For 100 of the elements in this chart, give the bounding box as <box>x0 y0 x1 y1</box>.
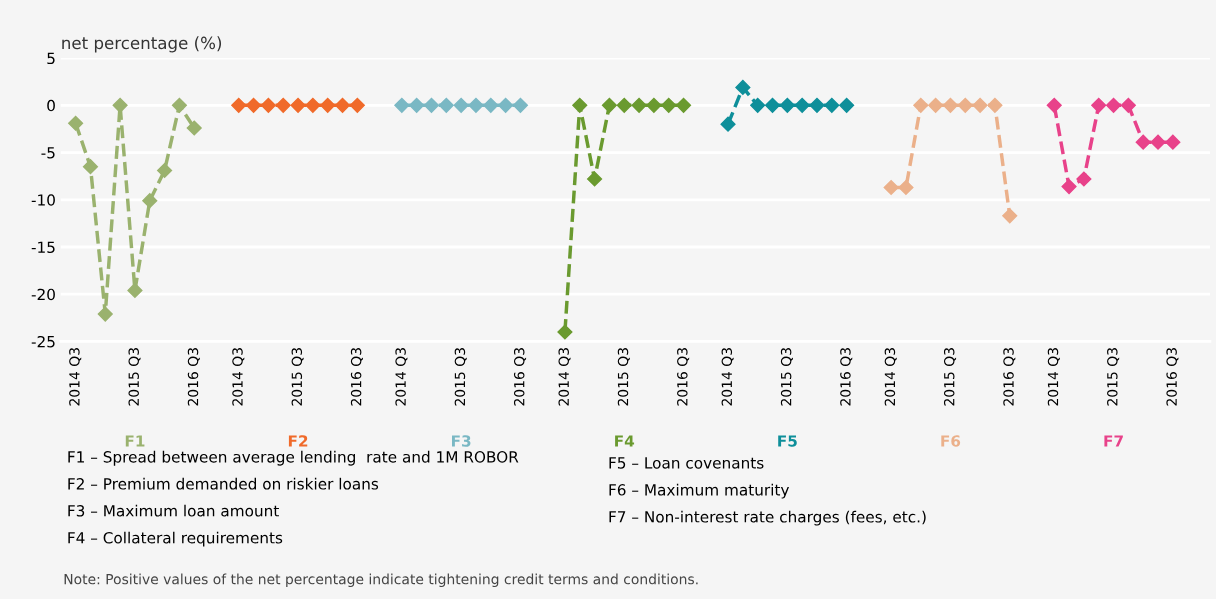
x-tick-label: 2015 Q3 <box>943 348 957 406</box>
point <box>764 97 781 113</box>
point <box>572 97 588 113</box>
text: F1 <box>125 435 145 447</box>
y-tick-label: -15 <box>31 241 55 254</box>
point <box>898 179 914 196</box>
point <box>928 97 944 113</box>
point <box>987 97 1003 113</box>
x-tick-label: 2014 Q3 <box>69 348 82 406</box>
point <box>779 97 795 113</box>
point <box>1076 171 1092 187</box>
x-tick-label: 2014 Q3 <box>232 348 245 406</box>
point <box>720 116 736 132</box>
point <box>661 97 677 113</box>
y-tick-label: 0 <box>47 99 55 112</box>
point <box>82 159 99 175</box>
point <box>171 97 187 113</box>
x-tick-label: 2015 Q3 <box>617 348 630 406</box>
point <box>883 179 899 196</box>
point <box>1002 208 1018 224</box>
point <box>112 97 128 113</box>
point <box>675 97 692 113</box>
y-tick-label: 5 <box>47 52 55 65</box>
x-tick-label: 2015 Q3 <box>291 348 304 406</box>
text: F4 – Collateral requirements <box>68 531 283 547</box>
point <box>186 120 202 136</box>
x-tick-label: 2016 Q3 <box>1003 348 1016 406</box>
point <box>957 97 973 113</box>
y-tick-label: -10 <box>31 194 55 206</box>
point <box>409 97 425 113</box>
y-axis-title: net percentage (%) <box>62 36 222 53</box>
x-tick-label: 2015 Q3 <box>454 348 467 406</box>
x-tick-label: 2016 Q3 <box>187 348 200 406</box>
text: F5 – Loan covenants <box>609 457 764 469</box>
point <box>557 324 573 340</box>
x-tick-label: 2014 Q3 <box>395 348 408 406</box>
point <box>616 97 632 113</box>
x-tick-label: 2016 Q3 <box>1166 348 1179 406</box>
text: Note: Positive values of the net percentage indicate tightening credit terms and conditions. <box>64 573 698 588</box>
point <box>157 162 173 179</box>
x-tick-label: 2015 Q3 <box>128 348 141 406</box>
point <box>394 97 410 113</box>
point <box>942 97 959 113</box>
text: F6 – Maximum maturity <box>609 483 790 499</box>
point <box>334 97 351 113</box>
point <box>483 97 499 113</box>
point <box>290 97 306 113</box>
x-tick-label: 2014 Q3 <box>721 348 734 406</box>
text: F1 – Spread between average lending rate and 1M ROBOR <box>68 450 519 466</box>
point <box>735 79 751 95</box>
point <box>260 97 276 113</box>
text: F7 – Non-interest rate charges (fees, etc.) <box>609 510 926 526</box>
point <box>1165 134 1181 150</box>
point <box>913 97 929 113</box>
point <box>498 97 514 113</box>
x-tick-label: 2015 Q3 <box>1107 348 1120 406</box>
point <box>1120 97 1136 113</box>
text: F7 <box>1104 435 1123 447</box>
text: F2 <box>288 435 308 447</box>
text: F5 <box>778 435 797 447</box>
point <box>142 193 158 209</box>
point <box>809 97 825 113</box>
point <box>1135 134 1151 150</box>
point <box>231 97 247 113</box>
point <box>601 97 617 113</box>
x-tick-label: 2016 Q3 <box>513 348 527 406</box>
point <box>349 97 365 113</box>
point <box>972 97 988 113</box>
point <box>587 171 603 187</box>
x-tick-label: 2016 Q3 <box>840 348 853 406</box>
y-tick-label: -5 <box>41 147 55 159</box>
x-tick-label: 2014 Q3 <box>558 348 571 406</box>
point <box>468 97 484 113</box>
text: F6 <box>941 435 961 447</box>
point <box>1046 97 1062 113</box>
x-tick-label: 2014 Q3 <box>1047 348 1060 406</box>
text: F4 <box>615 435 635 447</box>
x-tick-label: 2014 Q3 <box>884 348 897 406</box>
point <box>320 97 336 113</box>
y-tick-label: -25 <box>31 335 55 348</box>
y-tick-label: -20 <box>31 288 55 301</box>
point <box>646 97 662 113</box>
text: F3 – Maximum loan amount <box>68 504 279 517</box>
point <box>1061 178 1077 195</box>
text: F2 – Premium demanded on riskier loans <box>68 477 379 490</box>
x-tick-label: 2016 Q3 <box>350 348 363 406</box>
point <box>68 115 84 131</box>
point <box>1091 97 1107 113</box>
point <box>438 97 454 113</box>
point <box>423 97 440 113</box>
point <box>824 97 840 113</box>
point <box>97 306 113 322</box>
text: F3 <box>452 435 471 447</box>
point <box>453 97 469 113</box>
point <box>127 282 143 299</box>
point <box>631 97 647 113</box>
point <box>245 97 262 113</box>
point <box>1150 134 1166 150</box>
point <box>794 97 810 113</box>
point <box>512 97 529 113</box>
